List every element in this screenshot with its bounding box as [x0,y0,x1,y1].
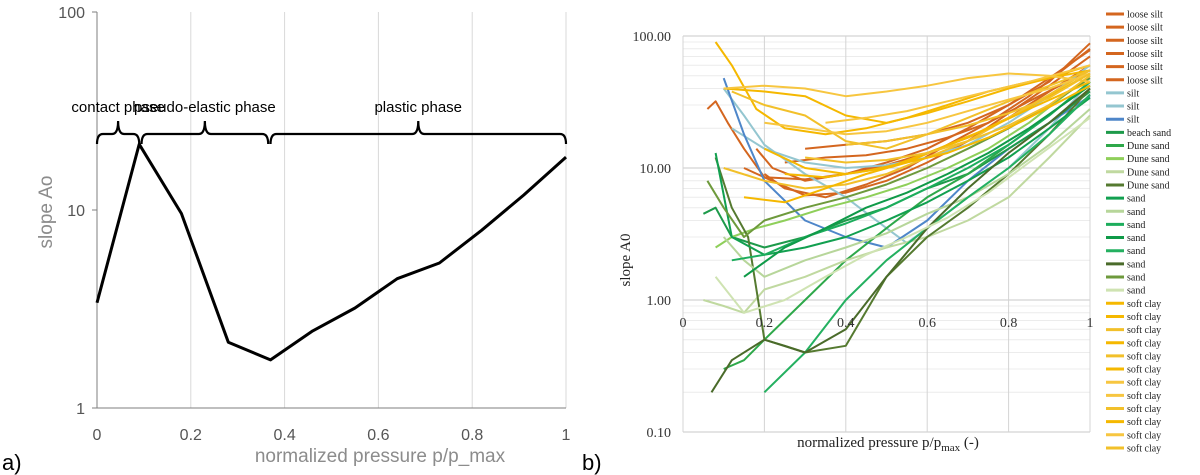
b-legend-label-27: soft clay [1127,365,1161,376]
b-series-line-21 [714,116,1091,314]
b-series-line-16 [731,81,1091,262]
b-ytick-label-3: 100.00 [633,30,672,45]
b-legend-label-9: beach sand [1127,128,1171,139]
b-legend-label-29: soft clay [1127,391,1161,402]
b-series-line-9 [702,90,1091,249]
b-legend-label-33: soft clay [1127,443,1161,454]
b-series-line-28 [723,72,1091,98]
b-legend-label-11: Dune sand [1127,154,1170,165]
b-series-line-19 [710,87,1091,393]
b-legend-label-25: soft clay [1127,338,1161,349]
b-y-axis-title: slope A0 [618,234,634,287]
panel-label-a: a) [2,450,22,475]
b-legend-label-17: sand [1127,233,1145,244]
a-xtick-label-4: 0.8 [461,427,483,444]
b-legend-label-24: soft clay [1127,325,1161,336]
b-legend-label-3: loose silt [1127,49,1163,60]
b-legend-label-21: sand [1127,286,1145,297]
panel-label-b: b) [582,450,602,475]
b-series-line-2 [763,48,1091,199]
b-legend-label-4: loose silt [1127,62,1163,73]
b-series-line-30 [804,74,1091,164]
b-xtick-label-0: 0 [680,316,687,331]
a-xtick-label-3: 0.6 [367,427,389,444]
b-legend-label-32: soft clay [1127,430,1161,441]
b-legend-label-14: sand [1127,194,1145,205]
b-ytick-label-1: 1.00 [647,294,672,309]
b-xtick-label-1: 0.2 [756,316,774,331]
b-legend-label-1: loose silt [1127,23,1163,34]
chart-panel-b: 0.10 1.00 10.00 100.00 0 0.2 0.4 0.6 0.8 1 normali… [618,10,1171,455]
b-series-line-33 [845,72,1091,146]
b-legend-label-23: soft clay [1127,312,1161,323]
b-xtick-label-2: 0.4 [837,316,855,331]
a-xtick-label-0: 0 [93,427,102,444]
a-ytick-label-0: 1 [76,401,85,418]
b-series-line-14 [714,96,1091,256]
a-xtick-label-5: 1 [562,427,571,444]
b-ytick-label-2: 10.00 [640,162,672,177]
b-legend-label-16: sand [1127,220,1145,231]
b-legend-label-13: Dune sand [1127,180,1170,191]
b-legend-label-12: Dune sand [1127,167,1170,178]
a-series-line-0 [95,142,568,362]
b-series-line-5 [784,69,1091,164]
a-xtick-label-2: 0.4 [273,427,295,444]
b-series-line-31 [784,84,1091,179]
b-legend-label-7: silt [1127,102,1139,113]
a-phase-bracket-2 [269,120,568,145]
b-series-line-32 [825,64,1091,124]
a-phase-bracket-1 [140,120,270,145]
a-phase-bracket-0 [95,120,141,145]
b-xtick-label-4: 0.8 [1000,316,1018,331]
a-phase-label-2: plastic phase [374,99,462,116]
b-series-line-11 [715,74,1091,249]
b-legend-label-10: Dune sand [1127,141,1170,152]
b-ytick-label-0: 0.10 [647,426,672,441]
b-legend-label-0: loose silt [1127,10,1163,21]
a-xtick-label-1: 0.2 [180,427,202,444]
b-legend-label-8: silt [1127,115,1139,126]
b-legend-label-28: soft clay [1127,378,1161,389]
b-series-line-15 [722,108,1091,278]
a-x-axis-title: normalized pressure p/p_max [255,446,506,467]
b-legend-label-30: soft clay [1127,404,1161,415]
a-ytick-label-2: 100 [58,5,85,22]
b-legend-label-18: sand [1127,246,1145,257]
b-legend-label-6: silt [1127,88,1139,99]
b-series-line-29 [764,72,1091,136]
a-ytick-label-1: 10 [67,203,85,220]
b-legend-label-5: loose silt [1127,75,1163,86]
b-legend-label-19: sand [1127,259,1145,270]
b-series-line-23 [723,64,1091,124]
b-x-axis-title: normalized pressure p/pmax (-) [797,435,979,454]
b-legend-label-20: sand [1127,273,1145,284]
chart-panel-a: 1 10 100 0 0.2 0.4 0.6 0.8 1 normalized pressure … [36,5,571,467]
b-legend-label-31: soft clay [1127,417,1161,428]
b-legend-label-22: soft clay [1127,299,1161,310]
a-y-axis-title: slope Ao [36,176,57,249]
b-xtick-label-3: 0.6 [918,316,936,331]
a-phase-label-0: contact phase [71,99,164,116]
b-legend-label-26: soft clay [1127,351,1161,362]
b-xtick-label-5: 1 [1087,316,1094,331]
b-legend-label-2: loose silt [1127,36,1163,47]
a-phase-label-1: pseudo-elastic phase [134,99,276,116]
b-legend-label-15: sand [1127,207,1145,218]
b-series-line-17 [743,84,1091,278]
